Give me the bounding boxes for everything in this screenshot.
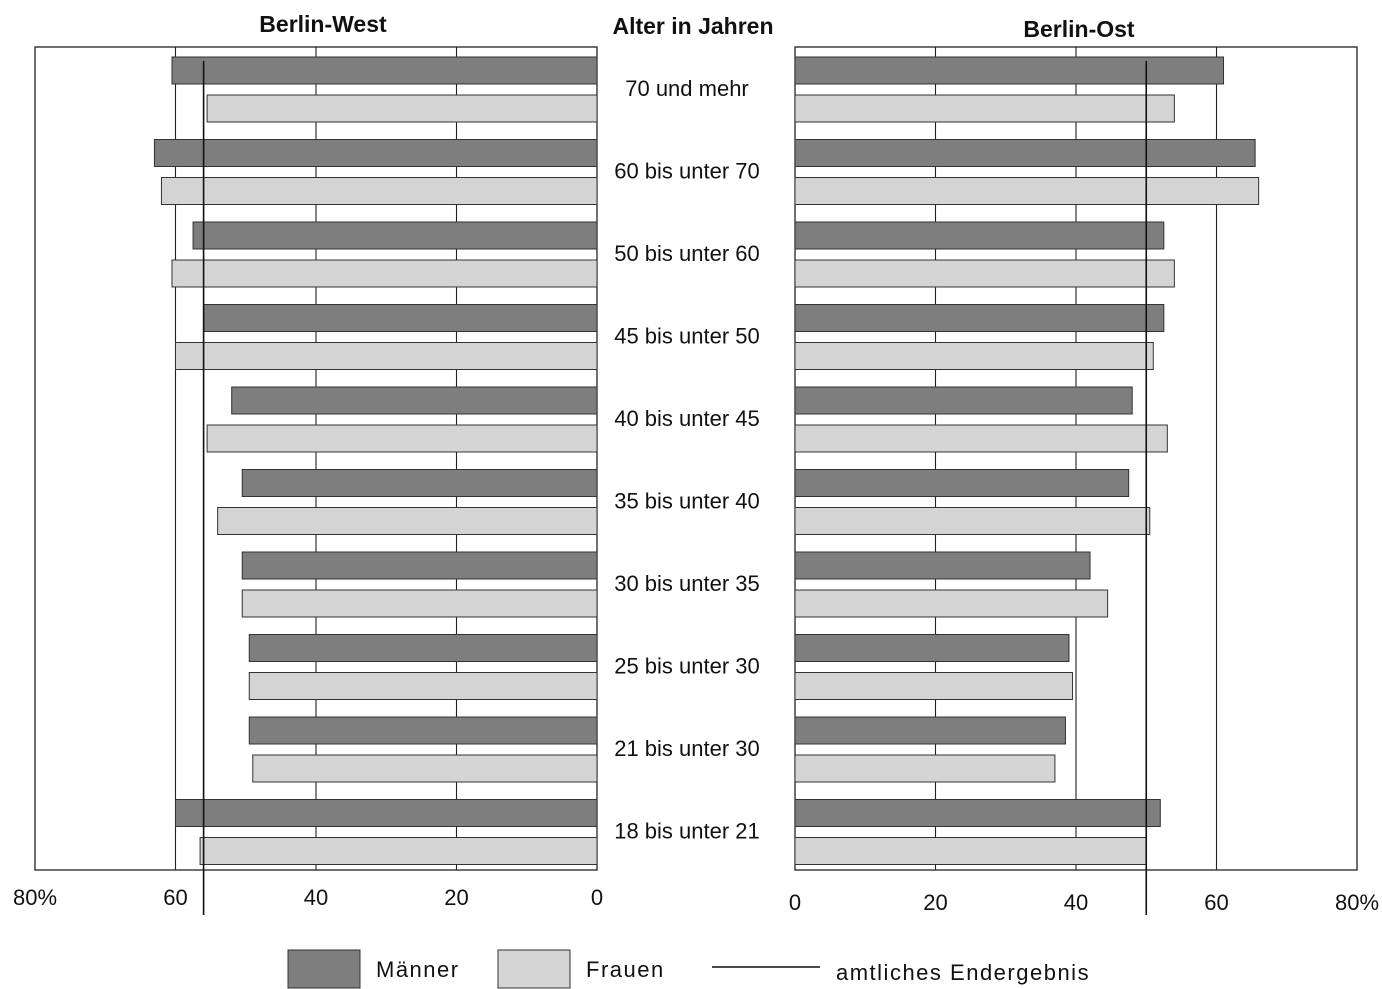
- age-label-0: 70 und mehr: [625, 76, 749, 101]
- east-bar-frauen-3: [794, 342, 1154, 370]
- east-tick-label-40: 40: [1064, 890, 1088, 915]
- east-bar-frauen-1: [794, 177, 1260, 205]
- west-bar-frauen-4: [206, 424, 598, 453]
- legend-label-official: amtliches Endergebnis: [836, 960, 1090, 985]
- east-bar-maenner-1: [794, 139, 1256, 167]
- east-bar-frauen-9: [794, 837, 1147, 865]
- west-bar-maenner-2: [192, 221, 598, 250]
- legend-label-maenner: Männer: [376, 957, 460, 982]
- legend-label-frauen: Frauen: [586, 957, 665, 982]
- west-tick-label-40: 40: [304, 885, 328, 910]
- age-label-5: 35 bis unter 40: [614, 489, 760, 514]
- east-bar-frauen-5: [794, 507, 1151, 535]
- west-bar-maenner-4: [231, 386, 598, 415]
- east-bar-frauen-4: [794, 424, 1168, 453]
- age-label-8: 21 bis unter 30: [614, 736, 760, 761]
- legend-swatch-maenner: [287, 949, 361, 989]
- west-bar-maenner-6: [241, 551, 598, 580]
- west-tick-label-80: 80%: [13, 885, 57, 910]
- east-bar-maenner-9: [794, 799, 1161, 827]
- west-panel: 80% 60 40 20 0: [13, 46, 603, 915]
- west-bar-frauen-9: [199, 837, 598, 865]
- west-bar-frauen-5: [217, 507, 598, 535]
- west-bar-frauen-8: [252, 754, 598, 783]
- east-bar-maenner-6: [794, 551, 1091, 580]
- east-bar-maenner-0: [794, 56, 1225, 85]
- east-bar-maenner-5: [794, 469, 1130, 497]
- east-bar-maenner-8: [794, 716, 1066, 745]
- legend-swatch-frauen: [497, 949, 571, 989]
- east-tick-label-20: 20: [923, 890, 947, 915]
- east-bar-frauen-8: [794, 754, 1056, 783]
- west-bar-maenner-5: [241, 469, 598, 497]
- west-bar-frauen-7: [248, 672, 598, 700]
- west-bar-frauen-0: [206, 94, 598, 123]
- age-label-2: 50 bis unter 60: [614, 241, 760, 266]
- age-label-7: 25 bis unter 30: [614, 654, 760, 679]
- age-label-1: 60 bis unter 70: [614, 159, 760, 184]
- west-tick-label-20: 20: [444, 885, 468, 910]
- east-bar-frauen-7: [794, 672, 1073, 700]
- west-bar-maenner-1: [153, 139, 598, 167]
- age-labels: 70 und mehr 60 bis unter 70 50 bis unter 6…: [614, 76, 760, 844]
- west-bar-maenner-9: [175, 799, 598, 827]
- west-bar-frauen-3: [175, 342, 598, 370]
- east-panel: 0 20 40 60 80%: [789, 46, 1379, 915]
- west-bar-frauen-1: [160, 177, 598, 205]
- age-label-3: 45 bis unter 50: [614, 324, 760, 349]
- west-title: Berlin-West: [259, 11, 387, 37]
- east-bar-frauen-2: [794, 259, 1175, 288]
- east-bar-maenner-7: [794, 634, 1070, 662]
- west-tick-label-0: 0: [591, 885, 603, 910]
- east-tick-label-0: 0: [789, 890, 801, 915]
- east-bar-maenner-3: [794, 304, 1165, 332]
- east-title: Berlin-Ost: [1023, 16, 1135, 42]
- west-bar-frauen-2: [171, 259, 598, 288]
- west-bar-maenner-0: [171, 56, 598, 85]
- west-bar-maenner-3: [203, 304, 598, 332]
- age-header: Alter in Jahren: [612, 13, 773, 39]
- east-bar-frauen-6: [794, 589, 1109, 618]
- west-bar-maenner-7: [248, 634, 598, 662]
- age-label-6: 30 bis unter 35: [614, 571, 760, 596]
- east-bar-maenner-4: [794, 386, 1133, 415]
- east-tick-label-80: 80%: [1335, 890, 1379, 915]
- east-tick-label-60: 60: [1204, 890, 1228, 915]
- west-bar-frauen-6: [241, 589, 598, 618]
- west-bar-maenner-8: [248, 716, 598, 745]
- legend: Männer Frauen amtliches Endergebnis: [287, 949, 1090, 989]
- age-label-9: 18 bis unter 21: [614, 819, 760, 844]
- west-tick-label-60: 60: [163, 885, 187, 910]
- east-bar-frauen-0: [794, 94, 1175, 123]
- east-bar-maenner-2: [794, 221, 1165, 250]
- age-label-4: 40 bis unter 45: [614, 406, 760, 431]
